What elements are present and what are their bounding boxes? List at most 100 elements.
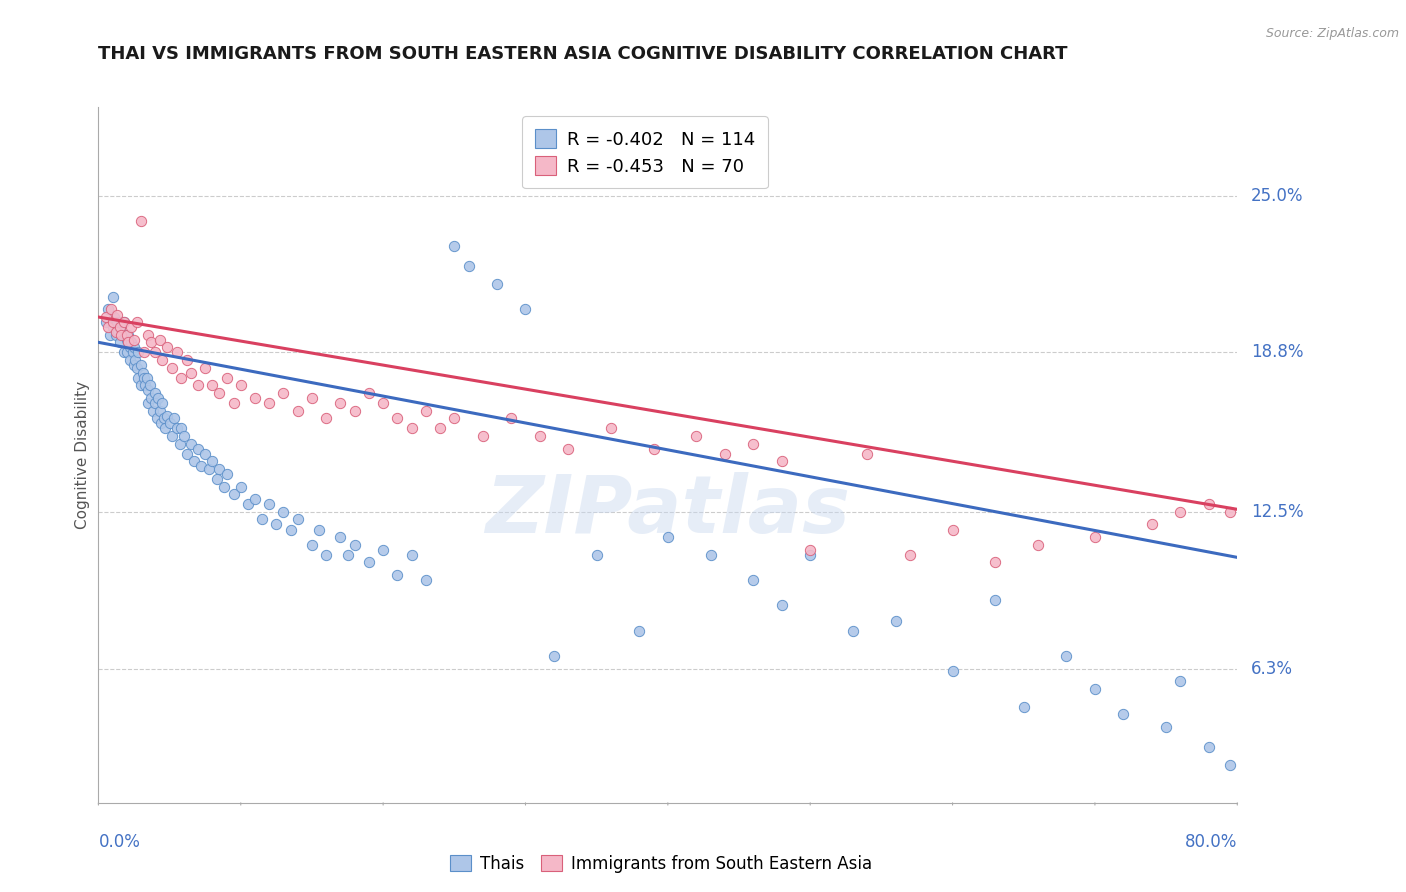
Point	[170, 370, 193, 384]
Point	[117, 335, 139, 350]
Point	[387, 568, 409, 582]
Point	[138, 378, 160, 392]
Point	[125, 360, 148, 375]
Point	[115, 345, 138, 359]
Point	[1084, 530, 1107, 544]
Point	[141, 403, 163, 417]
Point	[139, 335, 162, 350]
Point	[153, 411, 176, 425]
Point	[104, 327, 127, 342]
Point	[429, 421, 451, 435]
Point	[125, 315, 148, 329]
Point	[129, 378, 152, 392]
Point	[205, 472, 228, 486]
Point	[108, 320, 131, 334]
Point	[287, 403, 309, 417]
Text: 6.3%: 6.3%	[1251, 660, 1294, 678]
Point	[155, 421, 177, 435]
Point	[856, 447, 879, 461]
Point	[1170, 505, 1192, 519]
Point	[183, 454, 205, 468]
Point	[152, 396, 174, 410]
Point	[401, 421, 423, 435]
Point	[129, 358, 152, 372]
Point	[243, 492, 266, 507]
Point	[114, 327, 136, 342]
Point	[471, 429, 494, 443]
Point	[127, 370, 149, 384]
Point	[799, 542, 821, 557]
Point	[198, 462, 221, 476]
Point	[136, 327, 159, 342]
Point	[201, 454, 224, 468]
Point	[132, 370, 155, 384]
Text: THAI VS IMMIGRANTS FROM SOUTH EASTERN ASIA COGNITIVE DISABILITY CORRELATION CHAR: THAI VS IMMIGRANTS FROM SOUTH EASTERN AS…	[98, 45, 1069, 62]
Point	[1219, 757, 1241, 772]
Point	[443, 411, 465, 425]
Point	[770, 599, 793, 613]
Point	[387, 411, 409, 425]
Point	[162, 429, 184, 443]
Point	[121, 345, 143, 359]
Point	[187, 378, 209, 392]
Point	[170, 421, 193, 435]
Point	[401, 548, 423, 562]
Point	[770, 454, 793, 468]
Point	[301, 391, 323, 405]
Point	[201, 378, 224, 392]
Point	[103, 310, 125, 324]
Point	[742, 573, 765, 587]
Point	[180, 366, 202, 380]
Point	[714, 447, 737, 461]
Point	[152, 353, 174, 368]
Point	[308, 523, 330, 537]
Point	[94, 310, 117, 324]
Point	[208, 386, 231, 401]
Point	[176, 447, 198, 461]
Point	[187, 442, 209, 456]
Point	[194, 360, 217, 375]
Point	[166, 345, 188, 359]
Point	[984, 593, 1007, 607]
Point	[301, 538, 323, 552]
Point	[112, 315, 135, 329]
Point	[124, 353, 146, 368]
Point	[1140, 517, 1163, 532]
Point	[108, 320, 131, 334]
Point	[101, 315, 124, 329]
Point	[329, 396, 352, 410]
Point	[146, 411, 169, 425]
Text: Source: ZipAtlas.com: Source: ZipAtlas.com	[1265, 27, 1399, 40]
Point	[657, 530, 679, 544]
Point	[343, 538, 366, 552]
Point	[222, 396, 245, 410]
Point	[148, 391, 170, 405]
Point	[942, 523, 965, 537]
Point	[162, 360, 184, 375]
Point	[129, 214, 152, 228]
Point	[229, 378, 252, 392]
Point	[169, 436, 191, 450]
Point	[122, 358, 145, 372]
Point	[111, 327, 134, 342]
Point	[117, 327, 139, 342]
Point	[557, 442, 579, 456]
Point	[105, 315, 128, 329]
Point	[131, 366, 153, 380]
Point	[273, 386, 295, 401]
Point	[107, 325, 129, 339]
Point	[139, 391, 162, 405]
Point	[136, 396, 159, 410]
Point	[1084, 681, 1107, 696]
Point	[259, 396, 281, 410]
Point	[1198, 740, 1220, 755]
Point	[373, 542, 395, 557]
Point	[156, 409, 179, 423]
Point	[443, 239, 465, 253]
Point	[173, 429, 195, 443]
Point	[190, 459, 212, 474]
Point	[1170, 674, 1192, 689]
Point	[486, 277, 509, 292]
Point	[110, 327, 132, 342]
Point	[336, 548, 359, 562]
